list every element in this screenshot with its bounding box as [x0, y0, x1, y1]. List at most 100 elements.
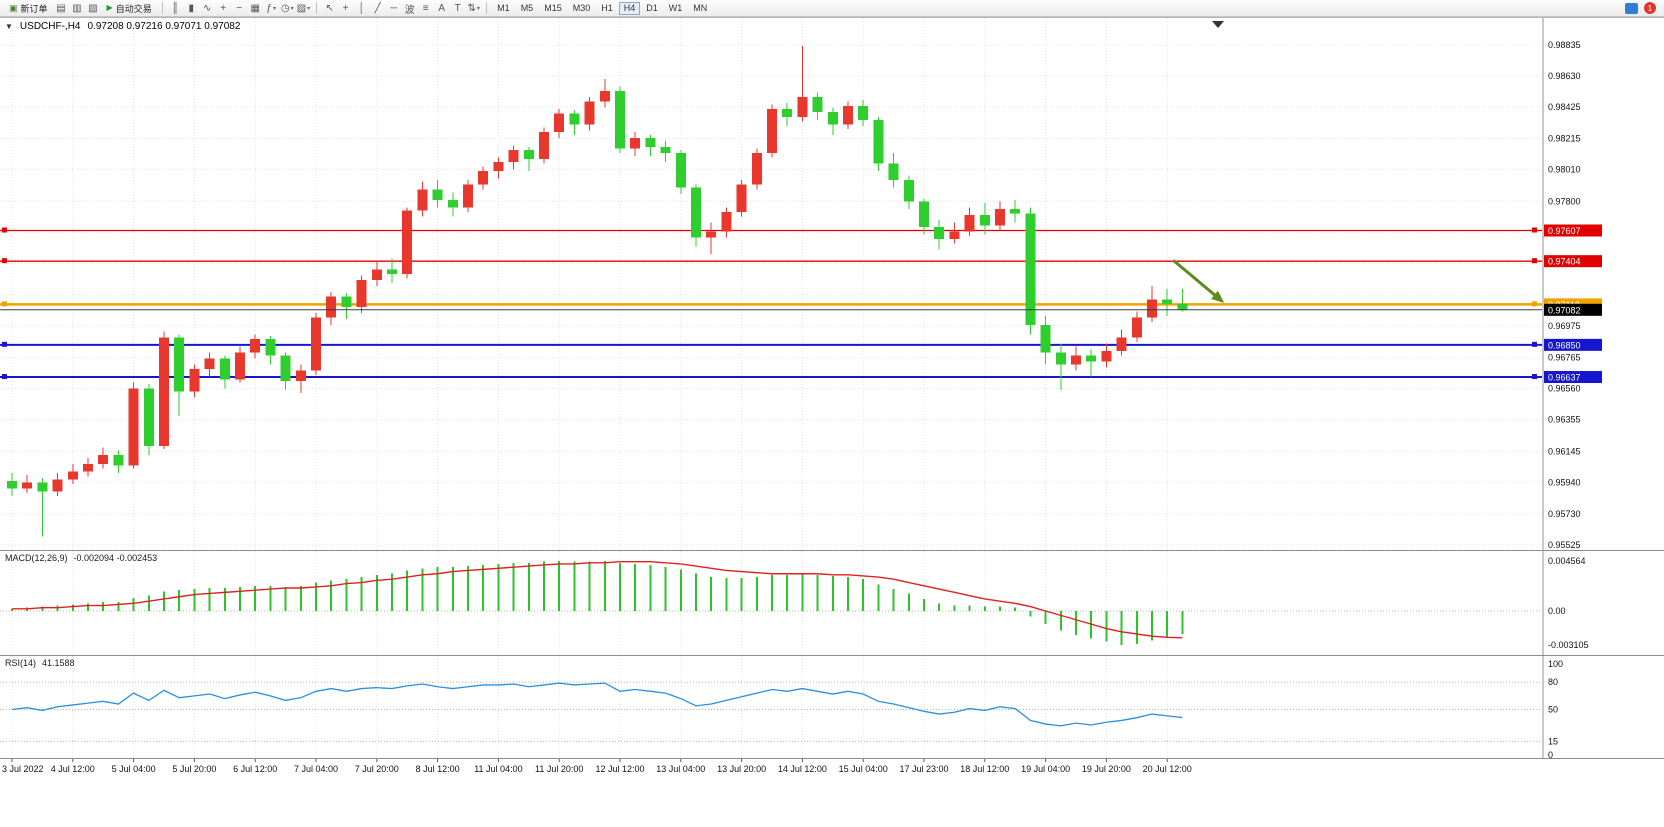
candle-body	[356, 279, 367, 308]
zoom-out-icon[interactable]: −	[236, 2, 243, 14]
candle-body	[402, 210, 413, 274]
rsi-name: RSI(14)	[5, 658, 37, 668]
chat-icon[interactable]	[1625, 2, 1638, 14]
templates-icon[interactable]: ▨ ▾	[296, 2, 311, 14]
candle-body	[280, 355, 291, 382]
candle-body	[22, 482, 33, 489]
candlestick-chart-icon[interactable]: ▮	[188, 2, 194, 14]
crosshair-icon[interactable]: +	[342, 2, 349, 14]
periods-icon[interactable]: ◷ ▾	[280, 2, 294, 14]
svg-text:0.96850: 0.96850	[1548, 340, 1581, 350]
support-line-2-right-handle[interactable]	[1532, 374, 1537, 380]
macd-histogram-layer	[11, 561, 1184, 645]
time-tick-label: 20 Jul 12:00	[1143, 764, 1192, 774]
macd-indicator-chart[interactable]: 0.004564 0.00 -0.003105	[0, 551, 1664, 655]
timeframe-button-m30[interactable]: M30	[572, 3, 591, 13]
pivot-line-right-handle[interactable]	[1532, 301, 1537, 307]
text-icon[interactable]: A	[438, 2, 445, 14]
timeframe-button-d1[interactable]: D1	[646, 3, 658, 13]
timeframe-button-mn[interactable]: MN	[693, 3, 708, 13]
vertical-line-icon[interactable]: │	[358, 2, 365, 14]
candle-body	[721, 211, 732, 232]
timeframe-button-m1[interactable]: M1	[497, 3, 510, 13]
dropdown-arrow-icon[interactable]: ▾	[476, 5, 480, 12]
timeframe-button-m5[interactable]: M5	[520, 3, 534, 13]
horizontal-line-icon[interactable]: ─	[390, 2, 398, 14]
indicators-list-icon[interactable]: ƒ ▾	[266, 2, 276, 14]
candle-body	[326, 296, 337, 318]
candle-body	[827, 112, 838, 125]
timeframe-button-w1[interactable]: W1	[668, 3, 683, 13]
resistance-line-2-left-handle[interactable]	[2, 258, 7, 264]
new-order-button[interactable]: ▣ 新订单	[4, 1, 53, 15]
bar-chart-icon[interactable]: ║	[171, 2, 179, 14]
timeframe-button-m15[interactable]: M15	[544, 3, 562, 13]
resistance-line-1-right-handle[interactable]	[1532, 227, 1537, 233]
candle-body	[523, 149, 534, 160]
price-tick-label: 0.95940	[1548, 477, 1581, 487]
dropdown-arrow-icon[interactable]: ▾	[272, 5, 276, 12]
toolbar-right-group: 1	[1625, 2, 1660, 14]
wave-tool-icon[interactable]: 波	[404, 4, 415, 16]
time-tick-label: 6 Jul 12:00	[233, 764, 277, 774]
support-line-1-left-handle[interactable]	[2, 341, 7, 347]
dropdown-arrow-icon[interactable]: ▾	[307, 5, 311, 12]
data-window-icon[interactable]: ▥	[72, 2, 82, 14]
macd-axis-label: -0.003105	[1548, 640, 1589, 650]
macd-label: MACD(12,26,9) -0.002094 -0.002453	[5, 553, 157, 563]
autotrading-label: 自动交易	[115, 3, 152, 14]
resistance-line-2-right-handle[interactable]	[1532, 258, 1537, 264]
panel-divider[interactable]	[0, 655, 1664, 656]
notification-badge[interactable]: 1	[1644, 2, 1656, 14]
toolbar-separator	[161, 2, 163, 14]
candle-body	[7, 480, 17, 489]
arrow-objects-icon[interactable]: ⇅ ▾	[467, 2, 480, 14]
channel-icon[interactable]: ≡	[422, 2, 429, 14]
macd-signal-line	[12, 561, 1183, 639]
text-label-icon[interactable]: T	[454, 2, 461, 14]
tile-windows-icon[interactable]: ▦	[250, 2, 260, 14]
candle-body	[1162, 299, 1173, 305]
timeframe-button-h1[interactable]: H1	[601, 3, 613, 13]
candle-body	[736, 184, 747, 212]
candle-body	[1116, 337, 1127, 351]
candle-body	[964, 214, 975, 232]
svg-text:0.97404: 0.97404	[1548, 257, 1581, 267]
line-studies-group: ↖ + │ ╱ ─ 波 ≡ A T ⇅ ▾	[322, 1, 481, 16]
time-axis-scale[interactable]: 3 Jul 2022 4 Jul 12:00 5 Jul 04:00 5 Jul 20…	[0, 759, 1664, 777]
main-price-chart[interactable]: 0.98835 0.98630 0.98425 0.98215 0.98010 0.978…	[0, 18, 1664, 550]
chart-tools-group: ║ ▮ ∿ + − ▦ ƒ ▾ ◷ ▾ ▨ ▾	[168, 1, 311, 15]
trendline-icon[interactable]: ╱	[374, 2, 381, 14]
market-watch-icon[interactable]: ▤	[56, 2, 66, 14]
arrow-annotation-head[interactable]	[1211, 290, 1225, 303]
candle-body	[447, 199, 458, 208]
autotrading-button[interactable]: ▶ 自动交易	[102, 1, 157, 15]
dropdown-arrow-icon[interactable]: ▾	[290, 5, 294, 12]
timeframe-button-h4[interactable]: H4	[618, 1, 641, 15]
one-click-trading-icon[interactable]: ▼	[5, 22, 13, 31]
cursor-icon[interactable]: ↖	[325, 2, 334, 14]
candle-body	[645, 137, 656, 147]
candle-body	[691, 187, 701, 238]
rsi-indicator-chart[interactable]: 100 80 50 15 0	[0, 656, 1664, 758]
candle-body	[751, 153, 762, 185]
resistance-line-1-left-handle[interactable]	[2, 227, 7, 233]
candle-body	[387, 269, 397, 274]
candle-body	[949, 231, 960, 240]
candle-body	[554, 113, 565, 132]
navigator-icon[interactable]: ▧	[88, 2, 98, 14]
arrow-annotation[interactable]	[1172, 259, 1223, 303]
panel-divider[interactable]	[0, 550, 1664, 551]
price-tick-label: 0.96975	[1548, 321, 1581, 331]
zoom-in-icon[interactable]: +	[220, 2, 227, 14]
line-chart-icon[interactable]: ∿	[203, 2, 212, 14]
price-tick-label: 0.95525	[1548, 540, 1581, 550]
candle-body	[219, 358, 230, 380]
support-line-2-left-handle[interactable]	[2, 374, 7, 380]
chart-shift-marker[interactable]	[1212, 21, 1224, 28]
pivot-line-left-handle[interactable]	[2, 301, 7, 307]
support-line-1-right-handle[interactable]	[1532, 341, 1537, 347]
panel-divider[interactable]	[0, 758, 1664, 759]
macd-values: -0.002094 -0.002453	[73, 553, 158, 563]
time-tick-label: 5 Jul 20:00	[172, 764, 216, 774]
